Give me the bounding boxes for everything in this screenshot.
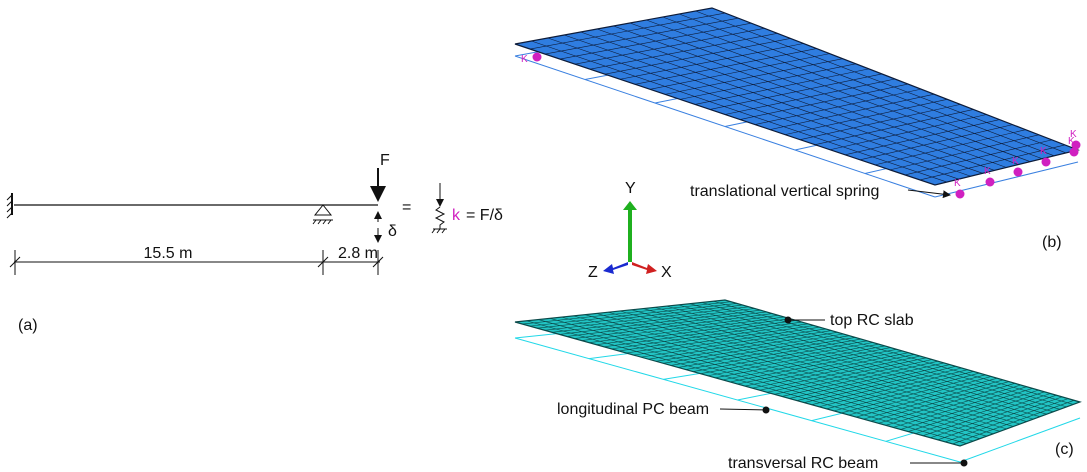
slab: [515, 8, 1078, 185]
figure: F δ = k = F/δ 15.5 m 2.8 m (a) Y Z X K K K…: [0, 0, 1087, 472]
axis-label: Z: [588, 264, 598, 281]
force-label: F: [380, 152, 390, 169]
spring-label: K: [1070, 129, 1077, 140]
spring-node: [1014, 168, 1023, 177]
panel-label: (b): [1042, 234, 1062, 251]
axis-label: Y: [625, 180, 636, 197]
equals: =: [402, 199, 411, 216]
spring-label: K: [1040, 146, 1047, 157]
panel-c-model: [515, 300, 1080, 462]
spring: [432, 207, 447, 233]
pin-support: [315, 205, 331, 215]
spring-label: K: [954, 178, 961, 189]
callout-arrow: [908, 190, 950, 195]
hatch: [313, 220, 333, 224]
callout-dot: [763, 407, 770, 414]
spring-node: [956, 190, 965, 199]
span-label: 2.8 m: [338, 245, 378, 262]
callout: translational vertical spring: [690, 183, 879, 200]
span-label: 15.5 m: [144, 245, 193, 262]
callout: top RC slab: [830, 312, 914, 329]
callout-dot: [785, 317, 792, 324]
callout-line: [720, 409, 766, 410]
axes-triad: [603, 201, 657, 274]
panel-a: [7, 168, 447, 275]
spring-label: K: [1012, 156, 1019, 167]
spring-node: [1072, 141, 1081, 150]
spring-node: [1042, 158, 1051, 167]
stiffness-formula: = F/δ: [466, 207, 503, 224]
stiffness-symbol: k: [452, 207, 461, 224]
callout: longitudinal PC beam: [557, 401, 709, 418]
callout: transversal RC beam: [728, 455, 878, 472]
callout-dot: [961, 460, 968, 467]
spring-label: K: [984, 166, 991, 177]
spring-node: [533, 53, 542, 62]
axis-label: X: [661, 264, 672, 281]
panel-label: (c): [1055, 441, 1074, 458]
deflection-label: δ: [388, 223, 397, 240]
spring-node: [986, 178, 995, 187]
spring-label: K: [521, 54, 528, 65]
panel-label: (a): [18, 317, 38, 334]
